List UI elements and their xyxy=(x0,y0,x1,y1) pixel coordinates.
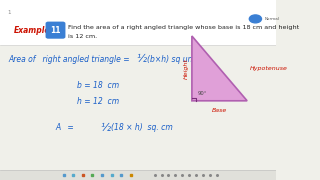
Text: ½: ½ xyxy=(101,123,111,133)
Text: Hypotenuse: Hypotenuse xyxy=(250,66,288,71)
Text: 1: 1 xyxy=(7,10,11,15)
Text: b = 18  cm: b = 18 cm xyxy=(77,81,119,90)
Text: (18 × h)  sq. cm: (18 × h) sq. cm xyxy=(111,123,173,132)
FancyBboxPatch shape xyxy=(45,22,65,39)
Text: Area of   right angled triangle =: Area of right angled triangle = xyxy=(8,55,132,64)
FancyBboxPatch shape xyxy=(0,0,276,45)
Text: is 12 cm.: is 12 cm. xyxy=(68,33,97,39)
Text: 11: 11 xyxy=(50,26,61,35)
Text: Base: Base xyxy=(212,108,227,113)
Text: 90°: 90° xyxy=(198,91,207,96)
Text: h = 12  cm: h = 12 cm xyxy=(77,97,119,106)
FancyBboxPatch shape xyxy=(0,170,276,180)
Text: Example: Example xyxy=(14,26,50,35)
Text: Find the area of a right angled triangle whose base is 18 cm and height: Find the area of a right angled triangle… xyxy=(68,25,299,30)
Text: (b×h) sq units: (b×h) sq units xyxy=(147,55,202,64)
Text: A   =: A = xyxy=(55,123,79,132)
Text: ½: ½ xyxy=(136,54,146,64)
Text: Height: Height xyxy=(184,58,189,79)
Text: Normal: Normal xyxy=(265,17,279,21)
Circle shape xyxy=(249,15,261,23)
Polygon shape xyxy=(192,36,247,101)
